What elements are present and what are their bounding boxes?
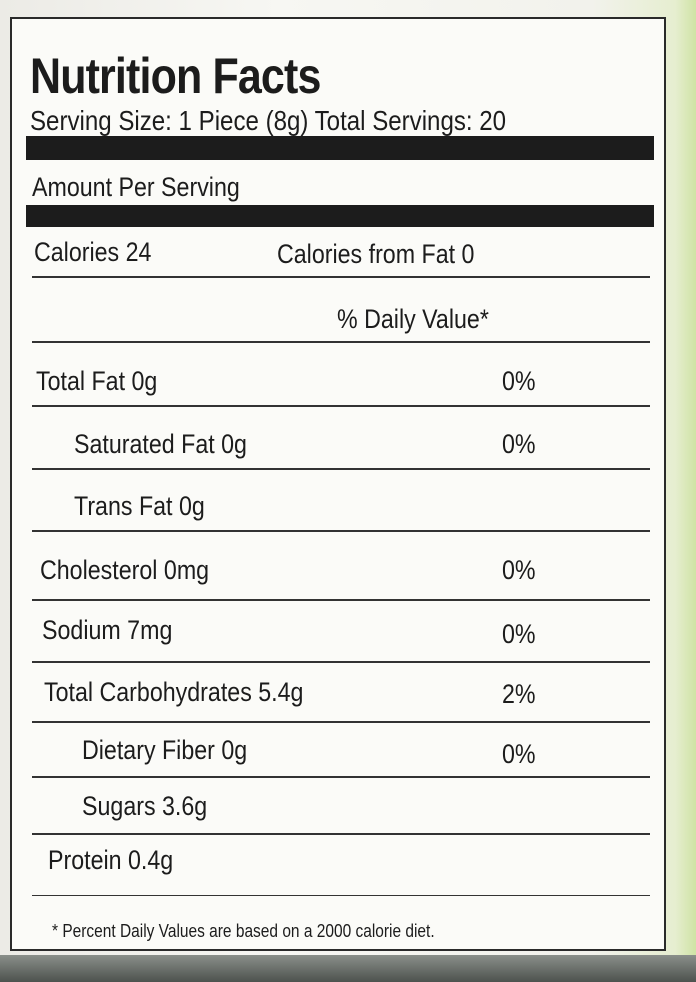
background-surface bbox=[0, 955, 696, 982]
nutrition-facts-panel: Nutrition Facts Serving Size: 1 Piece (8… bbox=[10, 17, 666, 951]
divider bbox=[32, 530, 650, 532]
row-sugars: Sugars 3.6g bbox=[82, 791, 208, 821]
divider bbox=[32, 341, 650, 343]
divider bbox=[32, 276, 650, 278]
divider bbox=[32, 661, 650, 663]
dv-sodium: 0% bbox=[502, 619, 536, 649]
divider bbox=[32, 599, 650, 601]
divider bbox=[32, 468, 650, 470]
row-total-carbohydrates: Total Carbohydrates 5.4g bbox=[44, 677, 304, 707]
row-sodium: Sodium 7mg bbox=[42, 615, 173, 645]
thick-divider bbox=[26, 136, 654, 160]
divider bbox=[32, 776, 650, 778]
dv-dietary-fiber: 0% bbox=[502, 739, 536, 769]
amount-per-serving: Amount Per Serving bbox=[32, 172, 240, 202]
row-protein: Protein 0.4g bbox=[48, 845, 174, 875]
thick-divider bbox=[26, 205, 654, 227]
calories: Calories 24 bbox=[34, 237, 152, 267]
footnote: * Percent Daily Values are based on a 20… bbox=[52, 921, 435, 941]
divider bbox=[32, 721, 650, 723]
dv-total-fat: 0% bbox=[502, 366, 536, 396]
row-saturated-fat: Saturated Fat 0g bbox=[74, 429, 247, 459]
divider bbox=[32, 833, 650, 835]
divider bbox=[32, 405, 650, 407]
daily-value-header: % Daily Value* bbox=[337, 304, 489, 334]
row-cholesterol: Cholesterol 0mg bbox=[40, 555, 210, 585]
row-dietary-fiber: Dietary Fiber 0g bbox=[82, 735, 248, 765]
label-title: Nutrition Facts bbox=[30, 48, 321, 104]
serving-size: Serving Size: 1 Piece (8g) Total Serving… bbox=[30, 105, 507, 136]
row-total-fat: Total Fat 0g bbox=[36, 366, 158, 396]
calories-from-fat: Calories from Fat 0 bbox=[277, 239, 475, 269]
dv-total-carbohydrates: 2% bbox=[502, 679, 536, 709]
row-trans-fat: Trans Fat 0g bbox=[74, 491, 205, 521]
dv-cholesterol: 0% bbox=[502, 555, 536, 585]
dv-saturated-fat: 0% bbox=[502, 429, 536, 459]
divider bbox=[32, 895, 650, 896]
